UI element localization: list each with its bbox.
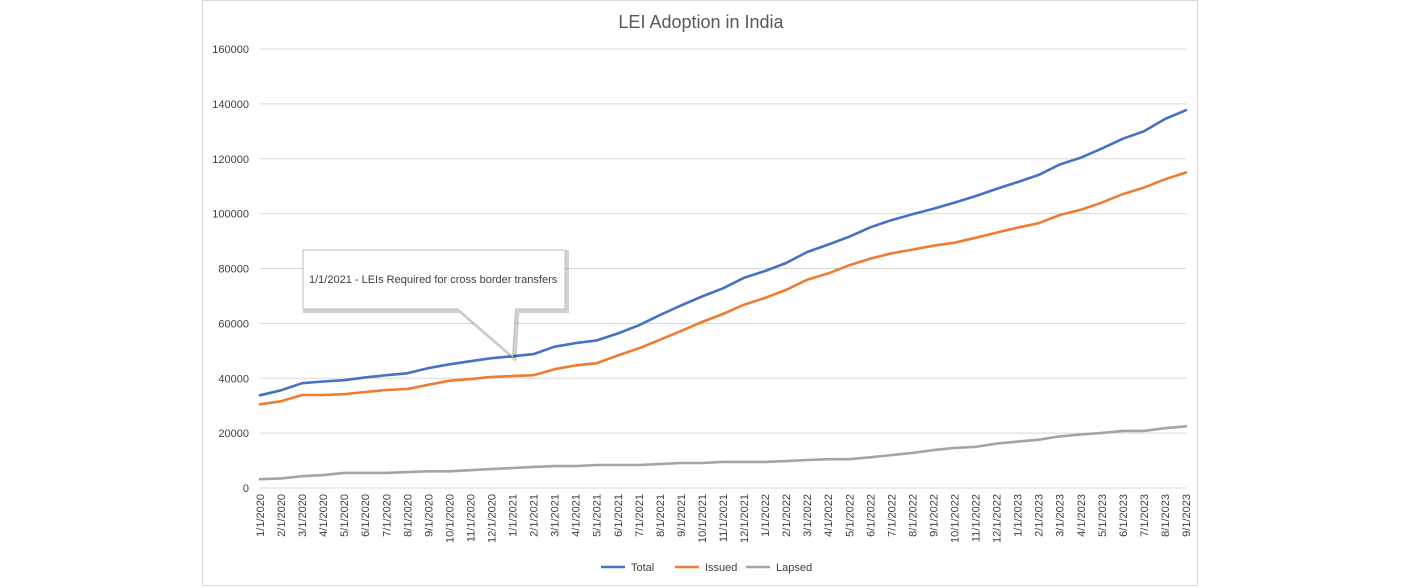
x-tick-label: 5/1/2020 (339, 494, 351, 537)
x-tick-label: 4/1/2022 (823, 494, 835, 537)
x-tick-label: 10/1/2021 (697, 494, 709, 543)
legend-label-total: Total (631, 562, 654, 574)
legend-label-lapsed: Lapsed (776, 562, 812, 574)
x-tick-label: 8/1/2020 (402, 494, 414, 537)
chart-frame: LEI Adoption in India 0 20000 40000 60000 80… (202, 0, 1198, 586)
x-tick-label: 2/1/2023 (1034, 494, 1046, 537)
x-tick-label: 6/1/2022 (865, 494, 877, 537)
x-tick-label: 12/1/2022 (992, 494, 1004, 543)
legend-label-issued: Issued (705, 562, 737, 574)
x-tick-label: 12/1/2020 (487, 494, 499, 543)
x-tick-label: 3/1/2022 (802, 494, 814, 537)
y-tick-label: 60000 (218, 318, 249, 330)
x-tick-label: 9/1/2023 (1181, 494, 1193, 537)
x-tick-label: 12/1/2021 (739, 494, 751, 543)
x-tick-label: 5/1/2021 (592, 494, 604, 537)
x-tick-label: 10/1/2020 (444, 494, 456, 543)
x-tick-label: 11/1/2022 (971, 494, 983, 542)
x-tick-label: 2/1/2021 (529, 494, 541, 537)
x-tick-label: 2/1/2020 (276, 494, 288, 537)
legend: Total Issued Lapsed (601, 562, 812, 574)
x-tick-label: 8/1/2021 (655, 494, 667, 537)
x-tick-label: 3/1/2023 (1055, 494, 1067, 537)
y-tick-label: 160000 (212, 44, 249, 56)
series-line-total (258, 108, 1188, 397)
x-tick-label: 7/1/2021 (634, 494, 646, 537)
x-tick-label: 6/1/2021 (613, 494, 625, 537)
y-tick-label: 120000 (212, 154, 249, 166)
x-tick-label: 11/1/2021 (718, 494, 730, 542)
x-tick-label: 5/1/2023 (1097, 494, 1109, 537)
series-lines (258, 108, 1188, 481)
x-tick-label: 8/1/2022 (907, 494, 919, 537)
y-tick-label: 0 (243, 483, 249, 495)
x-tick-label: 6/1/2023 (1118, 494, 1130, 537)
callout-box (302, 249, 566, 358)
x-tick-label: 10/1/2022 (950, 494, 962, 543)
x-tick-label: 6/1/2020 (360, 494, 372, 537)
series-line-lapsed (258, 424, 1188, 481)
y-tick-label: 40000 (218, 373, 249, 385)
chart-title: LEI Adoption in India (618, 12, 784, 32)
x-tick-label: 4/1/2023 (1076, 494, 1088, 537)
x-tick-label: 3/1/2020 (297, 494, 309, 537)
x-tick-label: 5/1/2022 (844, 494, 856, 537)
x-tick-label: 11/1/2020 (465, 494, 477, 542)
x-tick-label: 7/1/2022 (886, 494, 898, 537)
x-tick-label: 7/1/2020 (381, 494, 393, 537)
x-tick-label: 9/1/2021 (676, 494, 688, 537)
annotation-callout: 1/1/2021 - LEIs Required for cross borde… (302, 249, 569, 363)
x-tick-label: 3/1/2021 (550, 494, 562, 537)
x-tick-label: 1/1/2020 (255, 494, 267, 537)
x-tick-label: 8/1/2023 (1160, 494, 1172, 537)
x-tick-label: 9/1/2022 (928, 494, 940, 537)
series-line-issued (258, 171, 1188, 406)
callout-shadow (303, 250, 569, 363)
x-tick-label: 1/1/2021 (508, 494, 520, 537)
y-tick-label: 100000 (212, 209, 249, 221)
x-tick-label: 4/1/2021 (571, 494, 583, 537)
x-tick-label: 7/1/2023 (1139, 494, 1151, 537)
x-tick-label: 1/1/2023 (1013, 494, 1025, 537)
y-tick-label: 20000 (218, 428, 249, 440)
x-axis-ticks: 1/1/2020 2/1/2020 3/1/2020 4/1/2020 5/1/2020… (255, 494, 1193, 543)
x-tick-label: 2/1/2022 (781, 494, 793, 537)
x-tick-label: 4/1/2020 (318, 494, 330, 537)
callout-text: 1/1/2021 - LEIs Required for cross borde… (309, 274, 558, 286)
line-chart: LEI Adoption in India 0 20000 40000 60000 80… (212, 12, 1193, 574)
y-tick-label: 80000 (218, 264, 249, 276)
x-tick-label: 9/1/2020 (423, 494, 435, 537)
x-tick-label: 1/1/2022 (760, 494, 772, 537)
y-tick-label: 140000 (212, 99, 249, 111)
y-axis-ticks: 0 20000 40000 60000 80000 100000 120000 140000 1… (212, 44, 249, 495)
